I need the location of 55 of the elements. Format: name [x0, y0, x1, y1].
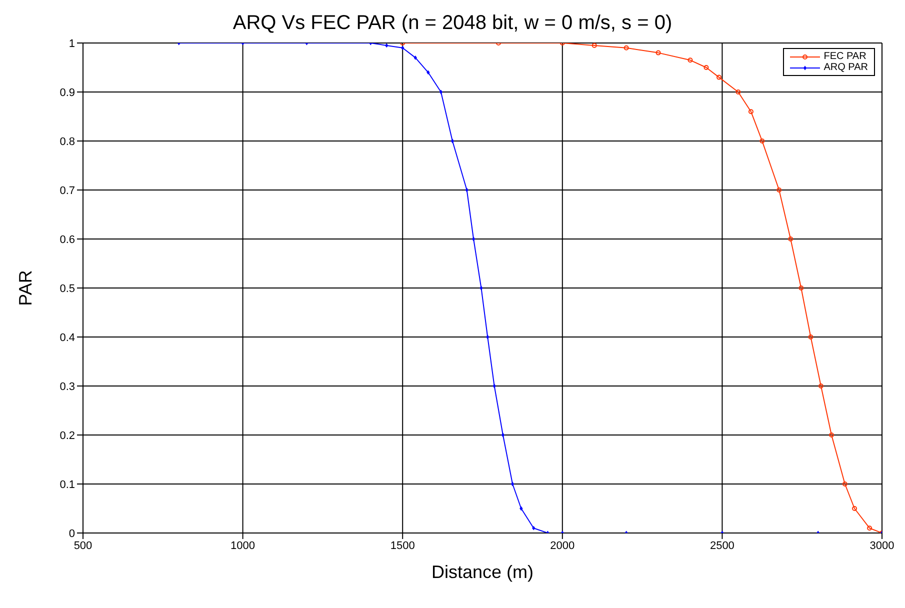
point	[426, 70, 430, 75]
y-tick-label: 0.9	[60, 86, 75, 99]
x-tick-label: 2000	[550, 540, 575, 552]
point	[492, 384, 496, 388]
y-tick-label: 0.6	[60, 234, 75, 246]
point	[520, 506, 523, 511]
point	[414, 56, 417, 60]
point	[656, 50, 661, 56]
point	[704, 65, 709, 70]
x-tick-label: 1000	[230, 540, 256, 552]
y-tick-label: 0.5	[60, 282, 75, 295]
point	[818, 384, 824, 388]
point	[788, 236, 794, 242]
x-axis-title: Distance (m)	[431, 562, 534, 582]
point	[829, 432, 834, 438]
point	[486, 334, 490, 340]
point	[716, 74, 722, 80]
point	[842, 482, 848, 486]
legend-label: FEC PAR	[824, 51, 866, 62]
chart-title: ARQ Vs FEC PAR (n = 2048 bit, w = 0 m/s, s = 0)	[232, 11, 674, 36]
y-tick-label: 1	[68, 38, 75, 50]
point	[760, 138, 765, 144]
point	[748, 109, 754, 114]
x-tick-label: 2500	[710, 540, 734, 552]
point	[510, 482, 514, 486]
point	[450, 138, 454, 144]
y-tick-label: 0.7	[60, 184, 75, 197]
y-tick-label: 0.4	[60, 332, 75, 344]
y-axis-title: PAR	[15, 270, 36, 306]
point	[688, 58, 693, 63]
point	[472, 236, 476, 242]
y-tick-label: 0.8	[60, 136, 75, 148]
point	[624, 45, 629, 50]
point	[808, 334, 814, 340]
x-tick-label: 3000	[870, 540, 894, 552]
point	[385, 43, 388, 48]
point	[776, 188, 782, 192]
y-tick-label: 0.2	[60, 430, 75, 442]
point	[465, 188, 468, 192]
y-tick-label: 0	[68, 528, 75, 540]
x-tick-label: 500	[74, 540, 92, 552]
legend-label: ARQ PAR	[824, 62, 868, 73]
point	[867, 526, 872, 531]
y-tick-label: 0.3	[60, 380, 75, 393]
point	[532, 526, 536, 530]
x-tick-label: 1500	[390, 540, 415, 552]
point	[480, 286, 483, 290]
point	[736, 90, 741, 94]
point	[439, 90, 443, 94]
y-tick-label: 0.1	[60, 478, 75, 491]
point	[852, 506, 858, 511]
point	[798, 286, 804, 290]
point	[592, 43, 597, 48]
point	[501, 432, 505, 438]
point	[401, 46, 404, 50]
